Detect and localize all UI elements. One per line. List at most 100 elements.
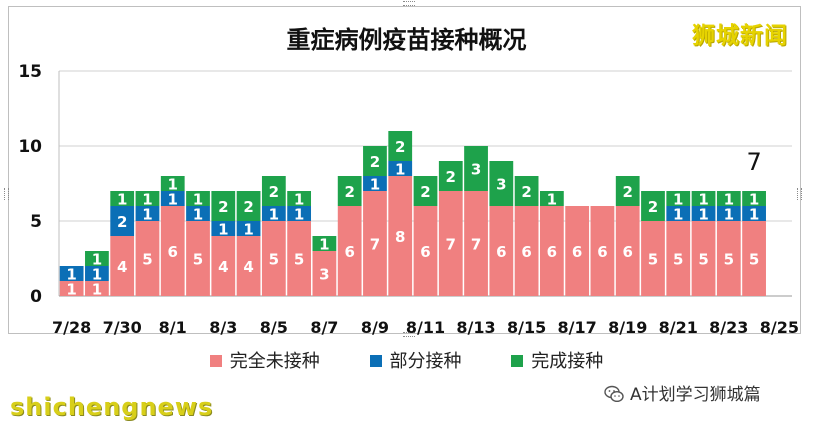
data-label-partial: 1: [395, 161, 405, 179]
bar-partial: [287, 206, 312, 221]
bar-unvaccinated: [236, 236, 261, 296]
x-tick-label: 8/5: [260, 318, 288, 337]
resize-handle-left[interactable]: [4, 188, 9, 200]
chart-title: 重症病例疫苗接种概况: [286, 26, 527, 54]
data-label-unvaccinated: 5: [193, 251, 203, 269]
x-tick-label: 8/9: [361, 318, 389, 337]
data-label-unvaccinated: 1: [66, 281, 76, 299]
data-label-partial: 1: [142, 206, 152, 224]
bar-partial: [742, 206, 766, 221]
bar-full: [641, 191, 665, 221]
data-label-unvaccinated: 6: [168, 243, 178, 261]
data-label-unvaccinated: 5: [749, 251, 759, 269]
annotation-label: 7: [746, 148, 761, 176]
data-label-unvaccinated: 5: [648, 251, 658, 269]
bar-unvaccinated: [691, 221, 716, 296]
data-label-unvaccinated: 6: [496, 243, 506, 261]
source-credit: A计划学习狮城篇: [604, 380, 761, 405]
data-label-full: 2: [370, 153, 380, 171]
bar-partial: [363, 176, 387, 191]
bar-unvaccinated: [716, 221, 741, 296]
bar-unvaccinated: [135, 221, 160, 296]
bar-full: [413, 176, 438, 206]
data-label-full: 2: [243, 198, 253, 216]
legend-swatch-partial: [369, 355, 382, 367]
x-tick-label: 8/25: [760, 318, 799, 337]
x-tick-label: 7/30: [103, 318, 142, 337]
data-label-partial: 1: [218, 221, 228, 239]
data-label-partial: 1: [193, 206, 203, 224]
x-tick-label: 7/28: [52, 318, 91, 337]
bar-unvaccinated: [160, 206, 185, 296]
bar-unvaccinated: [388, 176, 413, 296]
bar-full: [211, 191, 236, 221]
bar-partial: [691, 206, 716, 221]
bar-full: [615, 176, 640, 206]
bar-unvaccinated: [363, 191, 387, 296]
data-label-unvaccinated: 5: [673, 251, 683, 269]
resize-handle-right[interactable]: [797, 188, 802, 200]
bar-full: [438, 161, 463, 191]
bar-full: [388, 131, 413, 161]
data-label-full: 1: [92, 251, 102, 269]
bar-full: [110, 191, 135, 206]
bar-full: [160, 176, 185, 191]
bar-unvaccinated: [261, 221, 286, 296]
bar-unvaccinated: [615, 206, 640, 296]
bar-partial: [388, 161, 413, 176]
resize-handle-bottom[interactable]: [403, 332, 415, 337]
wechat-icon: [604, 385, 624, 403]
bar-unvaccinated: [110, 236, 135, 296]
data-label-full: 1: [142, 191, 152, 209]
bar-full: [716, 191, 741, 206]
legend-item-full: 完成接种: [511, 347, 603, 373]
bar-full: [287, 191, 312, 206]
x-tick-label: 8/13: [456, 318, 495, 337]
data-label-partial: 1: [92, 266, 102, 284]
bar-unvaccinated: [413, 206, 438, 296]
data-label-unvaccinated: 5: [142, 251, 152, 269]
bar-unvaccinated: [312, 251, 337, 296]
bar-unvaccinated: [85, 281, 109, 296]
y-tick-label: 15: [18, 62, 42, 82]
bar-unvaccinated: [565, 206, 590, 296]
data-label-partial: 1: [294, 206, 304, 224]
data-label-full: 1: [117, 191, 127, 209]
data-label-full: 2: [269, 183, 279, 201]
x-tick-label: 8/21: [659, 318, 698, 337]
x-tick-label: 8/17: [558, 318, 597, 337]
bar-full: [514, 176, 539, 206]
legend-item-unvaccinated: 完全未接种: [209, 347, 320, 373]
bar-full: [337, 176, 362, 206]
legend-label-unvaccinated: 完全未接种: [229, 351, 320, 372]
data-label-full: 1: [698, 191, 708, 209]
bar-unvaccinated: [59, 281, 84, 296]
y-tick-label: 0: [30, 287, 42, 307]
data-label-unvaccinated: 7: [370, 236, 380, 254]
bar-partial: [666, 206, 691, 221]
bar-partial: [160, 191, 185, 206]
bar-unvaccinated: [464, 191, 488, 296]
data-label-partial: 1: [673, 206, 683, 224]
bar-partial: [135, 206, 160, 221]
data-label-unvaccinated: 6: [597, 243, 607, 261]
bar-full: [85, 251, 109, 266]
data-label-full: 1: [749, 191, 759, 209]
bar-unvaccinated: [211, 236, 236, 296]
data-label-unvaccinated: 4: [218, 258, 228, 276]
data-label-partial: 1: [168, 191, 178, 209]
bar-full: [691, 191, 716, 206]
data-label-unvaccinated: 5: [724, 251, 734, 269]
bar-unvaccinated: [489, 206, 514, 296]
legend-swatch-full: [511, 355, 524, 367]
data-label-partial: 1: [66, 266, 76, 284]
bar-unvaccinated: [287, 221, 312, 296]
data-label-unvaccinated: 5: [294, 251, 304, 269]
bar-unvaccinated: [742, 221, 766, 296]
resize-handle-top[interactable]: [403, 1, 415, 6]
bar-partial: [261, 206, 286, 221]
bar-unvaccinated: [514, 206, 539, 296]
legend-label-full: 完成接种: [531, 351, 604, 372]
